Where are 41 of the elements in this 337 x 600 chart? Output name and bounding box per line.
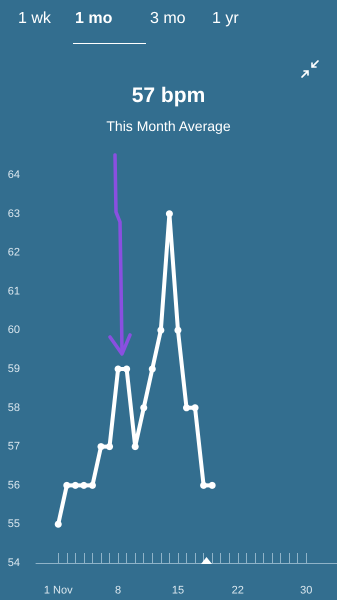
point — [106, 443, 114, 450]
y-tick-label: 64 — [8, 169, 20, 181]
y-tick-label: 62 — [8, 246, 20, 259]
point — [54, 520, 62, 528]
chart-title: 57 bpm — [130, 84, 206, 108]
point — [97, 443, 104, 450]
point — [140, 404, 148, 412]
point — [183, 404, 190, 412]
y-tick-label: 63 — [8, 208, 20, 220]
text: 1 mo — [75, 10, 112, 27]
chart-subtitle: This Month Average — [105, 118, 232, 134]
point — [148, 366, 156, 372]
point — [208, 482, 216, 489]
text: 1 yr — [212, 10, 239, 27]
y-tick-label: 56 — [8, 479, 20, 492]
x-tick-label: 1 Nov — [44, 584, 74, 596]
point — [114, 366, 122, 372]
x-tick-label: 15 — [172, 584, 184, 596]
point — [157, 326, 164, 334]
x-tick-label: 30 — [300, 584, 312, 596]
point — [80, 482, 88, 489]
point — [72, 482, 79, 489]
y-tick-label: 61 — [8, 285, 20, 298]
x-tick-label: 8 — [115, 584, 122, 596]
point — [166, 210, 173, 218]
point — [192, 404, 199, 412]
point — [174, 326, 182, 334]
y-tick-label: 54 — [8, 557, 20, 569]
y-tick-label: 58 — [8, 402, 20, 414]
point — [132, 443, 139, 450]
x-tick-label: 22 — [232, 584, 244, 596]
point — [63, 482, 70, 489]
y-tick-label: 55 — [8, 518, 20, 530]
y-tick-label: 60 — [8, 324, 20, 336]
y-tick-label: 57 — [8, 440, 20, 453]
point — [88, 482, 96, 489]
point — [123, 366, 130, 372]
point — [200, 482, 208, 489]
text: 3 mo — [150, 10, 186, 27]
y-tick-label: 59 — [8, 363, 20, 375]
text: 1 wk — [18, 10, 51, 27]
